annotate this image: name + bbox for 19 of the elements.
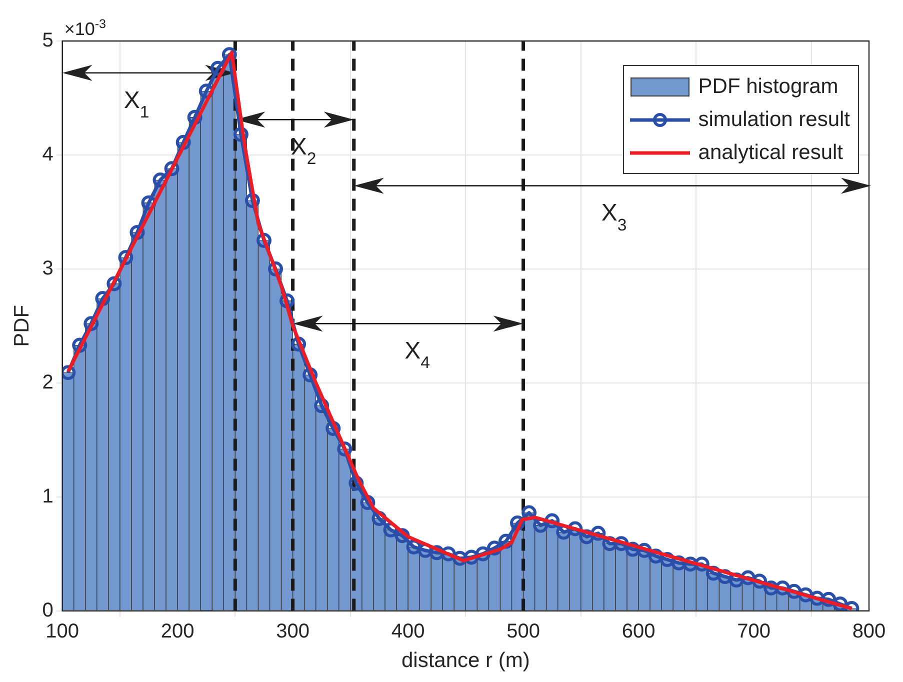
y-axis-title: PDF <box>10 304 34 347</box>
x-tick-label: 500 <box>506 620 540 642</box>
x-tick-label: 700 <box>737 620 770 642</box>
y-tick-label: 4 <box>42 143 54 166</box>
y-tick-label: 1 <box>42 485 54 508</box>
legend-label: PDF histogram <box>698 74 838 98</box>
x-axis-title: distance r (m) <box>401 649 530 672</box>
x-tick-label: 800 <box>852 620 886 642</box>
legend-label: simulation result <box>698 108 850 132</box>
y-tick-label: 0 <box>42 599 54 622</box>
x-tick-label: 600 <box>622 620 656 642</box>
y-tick-label: 3 <box>42 257 54 280</box>
x-tick-label: 200 <box>160 620 194 642</box>
x-tick-label: 100 <box>46 620 80 642</box>
legend-label: analytical result <box>698 140 843 164</box>
y-tick-label: 2 <box>42 371 54 394</box>
x-tick-label: 300 <box>276 620 310 642</box>
x-tick-label: 400 <box>391 620 425 642</box>
y-tick-label: 5 <box>42 30 54 52</box>
